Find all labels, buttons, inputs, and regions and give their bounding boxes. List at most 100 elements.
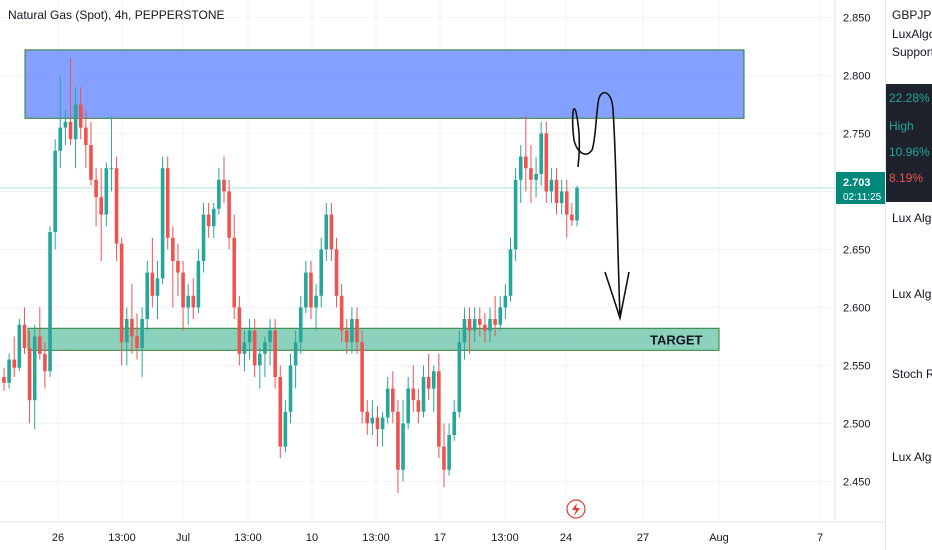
candle[interactable]	[84, 110, 88, 169]
candle[interactable]	[437, 353, 441, 459]
candle[interactable]	[278, 365, 283, 459]
candle[interactable]	[63, 110, 68, 145]
candle[interactable]	[165, 156, 170, 250]
candle[interactable]	[426, 353, 431, 401]
candle[interactable]	[518, 145, 523, 203]
candle[interactable]	[396, 400, 400, 493]
candle[interactable]	[447, 423, 451, 476]
candle[interactable]	[38, 307, 42, 360]
candle[interactable]	[508, 237, 513, 302]
candle[interactable]	[43, 342, 47, 389]
candle[interactable]	[160, 156, 165, 285]
candle[interactable]	[319, 237, 323, 308]
candle[interactable]	[411, 365, 416, 412]
candle[interactable]	[237, 295, 242, 366]
candle[interactable]	[539, 121, 543, 186]
candle[interactable]	[191, 278, 196, 319]
candle[interactable]	[513, 168, 518, 261]
candle[interactable]	[431, 365, 436, 412]
candle[interactable]	[155, 261, 160, 319]
target-zone[interactable]	[27, 327, 720, 351]
candle[interactable]	[109, 116, 114, 192]
candle[interactable]	[130, 284, 134, 354]
candle[interactable]	[298, 295, 303, 354]
candle[interactable]	[263, 336, 267, 377]
candle[interactable]	[222, 156, 226, 203]
candle[interactable]	[529, 145, 533, 203]
candle[interactable]	[324, 203, 329, 261]
candle[interactable]	[304, 261, 308, 314]
candle[interactable]	[273, 319, 277, 389]
candle[interactable]	[457, 330, 462, 418]
candle[interactable]	[570, 203, 574, 227]
candle[interactable]	[554, 168, 559, 215]
candle[interactable]	[503, 284, 508, 319]
candle[interactable]	[421, 365, 426, 418]
candle[interactable]	[564, 179, 569, 238]
candle[interactable]	[498, 295, 503, 331]
candle[interactable]	[360, 330, 364, 424]
candle[interactable]	[99, 168, 104, 261]
candle[interactable]	[186, 284, 190, 325]
candle[interactable]	[217, 168, 221, 215]
candle[interactable]	[442, 423, 446, 488]
candle[interactable]	[406, 377, 410, 430]
candle[interactable]	[89, 121, 93, 186]
candle[interactable]	[114, 156, 119, 261]
candle[interactable]	[524, 116, 528, 192]
candle[interactable]	[181, 261, 185, 331]
panel-item3[interactable]: Stoch RSI	[892, 367, 932, 381]
candle[interactable]	[232, 214, 237, 319]
candle[interactable]	[124, 307, 129, 366]
lightning-icon[interactable]	[566, 499, 586, 519]
candle[interactable]	[94, 168, 98, 227]
candle[interactable]	[283, 400, 288, 453]
candle[interactable]	[549, 168, 554, 203]
candle[interactable]	[22, 307, 27, 354]
candle[interactable]	[370, 400, 375, 435]
candle[interactable]	[206, 203, 211, 238]
candle[interactable]	[488, 307, 492, 343]
candle[interactable]	[227, 179, 231, 250]
candle[interactable]	[380, 411, 385, 447]
candle[interactable]	[32, 324, 37, 430]
candle[interactable]	[140, 307, 144, 377]
candle[interactable]	[211, 203, 216, 238]
candle[interactable]	[575, 185, 579, 227]
candle[interactable]	[416, 388, 421, 424]
candle[interactable]	[48, 226, 52, 377]
drawn-arrow[interactable]	[571, 91, 621, 319]
candle[interactable]	[176, 243, 180, 296]
candle[interactable]	[242, 330, 247, 372]
candle[interactable]	[375, 406, 380, 447]
candle[interactable]	[78, 87, 83, 140]
candle[interactable]	[314, 284, 318, 331]
candle[interactable]	[472, 307, 477, 343]
candle[interactable]	[493, 295, 497, 337]
candle[interactable]	[483, 313, 487, 343]
candle[interactable]	[365, 400, 370, 435]
candle[interactable]	[309, 261, 313, 319]
candle[interactable]	[171, 226, 175, 308]
candle[interactable]	[462, 307, 467, 360]
candle[interactable]	[27, 330, 32, 424]
candle[interactable]	[196, 249, 201, 314]
candle[interactable]	[334, 237, 339, 308]
panel-item1[interactable]: Lux Algo C	[892, 211, 932, 225]
candle[interactable]	[68, 58, 73, 145]
candle[interactable]	[467, 307, 472, 354]
candle[interactable]	[344, 319, 349, 354]
candle[interactable]	[12, 336, 17, 377]
candle[interactable]	[258, 348, 262, 389]
candle[interactable]	[293, 330, 298, 389]
candle[interactable]	[559, 179, 564, 215]
candle[interactable]	[73, 87, 78, 169]
candle[interactable]	[268, 319, 272, 366]
candle[interactable]	[534, 156, 538, 198]
panel-item4[interactable]: Lux Algo C	[892, 450, 932, 464]
candle[interactable]	[452, 400, 457, 441]
panel-item2[interactable]: Lux Algo C	[892, 287, 932, 301]
candle[interactable]	[350, 307, 354, 354]
candle[interactable]	[17, 319, 22, 372]
